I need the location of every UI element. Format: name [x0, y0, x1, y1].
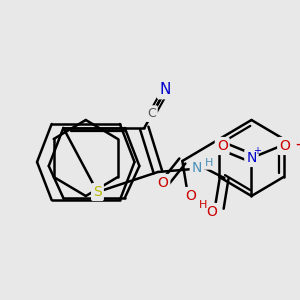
Text: N: N	[159, 82, 170, 97]
Text: N: N	[246, 151, 257, 165]
Text: O: O	[186, 189, 196, 203]
Text: S: S	[93, 185, 102, 199]
Text: +: +	[253, 146, 261, 156]
Text: C: C	[147, 107, 156, 120]
Text: O: O	[279, 139, 290, 153]
Text: O: O	[217, 139, 228, 153]
Text: O: O	[206, 205, 217, 219]
Text: O: O	[158, 176, 168, 190]
Text: -: -	[295, 135, 300, 153]
Text: H: H	[199, 200, 207, 210]
Text: N: N	[192, 161, 202, 175]
Text: H: H	[206, 158, 214, 168]
